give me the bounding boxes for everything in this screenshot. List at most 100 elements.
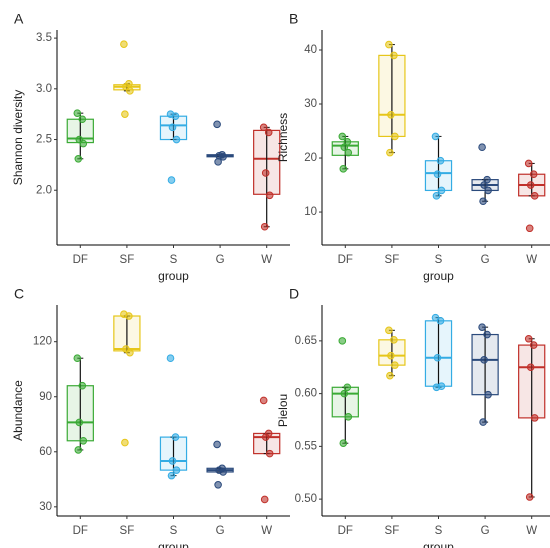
x-tick-label: S — [435, 525, 443, 537]
point — [166, 354, 175, 363]
point — [168, 457, 177, 465]
point — [219, 468, 227, 476]
y-tick-label: 30 — [39, 501, 52, 513]
x-tick-label: SF — [120, 254, 135, 266]
point — [479, 418, 487, 426]
point — [79, 436, 88, 445]
x-tick-label: DF — [73, 525, 88, 537]
x-tick-label: W — [261, 254, 272, 266]
y-tick-label: 0.55 — [295, 440, 317, 452]
x-tick-label: SF — [385, 525, 400, 537]
point — [168, 123, 177, 132]
point — [526, 181, 535, 189]
y-tick-label: 0.60 — [295, 388, 317, 400]
x-tick-label: S — [170, 525, 178, 537]
panel-label: A — [14, 11, 24, 27]
point — [480, 181, 488, 189]
panel: D Pielou group 0.50 0.55 0.60 0.65 DF SF S G W — [276, 286, 550, 548]
x-tick-label: G — [216, 254, 225, 266]
point — [78, 115, 87, 124]
x-tick-label: G — [481, 525, 490, 537]
point — [529, 170, 538, 179]
x-tick-label: W — [526, 525, 537, 537]
y-tick-label: 0.65 — [295, 335, 317, 347]
point — [478, 143, 486, 152]
point — [167, 471, 176, 480]
point — [213, 120, 221, 129]
point — [171, 112, 180, 121]
x-tick-label: SF — [120, 525, 135, 537]
point — [387, 111, 395, 119]
point — [478, 323, 486, 331]
point — [339, 165, 348, 173]
point — [264, 128, 273, 137]
point — [261, 169, 270, 177]
point — [391, 132, 399, 141]
point — [340, 389, 349, 398]
point — [171, 433, 180, 441]
point — [74, 446, 83, 454]
point — [121, 438, 129, 447]
point — [344, 413, 353, 421]
point — [343, 383, 352, 392]
point — [436, 317, 445, 325]
point — [126, 87, 134, 95]
point — [265, 191, 274, 200]
point — [73, 109, 82, 117]
y-tick-label: 20 — [304, 152, 317, 164]
point — [126, 348, 134, 357]
point — [386, 371, 394, 380]
point — [260, 495, 269, 504]
point — [524, 159, 533, 168]
point — [75, 418, 84, 427]
point — [121, 110, 129, 118]
point — [219, 152, 227, 161]
panel-label: D — [289, 286, 299, 302]
point — [340, 143, 349, 152]
x-tick-label: G — [481, 254, 490, 266]
point — [387, 351, 395, 360]
point — [484, 186, 492, 195]
point — [338, 337, 347, 345]
x-tick-label: DF — [73, 254, 88, 266]
point — [120, 40, 128, 48]
x-tick-label: DF — [338, 254, 353, 266]
panel-label: C — [14, 286, 24, 302]
point — [214, 158, 222, 166]
point — [484, 390, 492, 399]
point — [167, 176, 176, 184]
y-tick-label: 3.5 — [36, 32, 52, 44]
point — [338, 132, 347, 141]
point — [433, 353, 442, 362]
y-tick-label: 0.50 — [295, 493, 317, 505]
point — [265, 449, 274, 458]
point — [172, 135, 181, 144]
point — [259, 123, 268, 132]
y-axis-title: Pielou — [276, 394, 290, 427]
point — [390, 336, 398, 344]
x-tick-label: S — [170, 254, 178, 266]
point — [525, 493, 534, 501]
x-tick-label: W — [261, 525, 272, 537]
x-tick-label: SF — [385, 254, 400, 266]
point — [433, 170, 442, 179]
panel: B Richness group 10 20 30 40 DF SF S G W — [276, 11, 550, 283]
point — [436, 156, 445, 165]
x-tick-label: DF — [338, 525, 353, 537]
point — [73, 354, 82, 363]
point — [530, 414, 539, 422]
y-tick-label: 120 — [33, 336, 52, 348]
x-tick-label: G — [216, 525, 225, 537]
y-tick-label: 2.5 — [36, 134, 52, 146]
y-axis-title: Shannon diversity — [11, 90, 25, 185]
panel: C Abundance group 30 60 90 120 DF SF S G W — [11, 286, 290, 548]
point — [431, 132, 440, 141]
x-axis-title: group — [423, 269, 454, 283]
y-axis-title: Abundance — [11, 380, 25, 441]
point — [437, 186, 446, 195]
point — [390, 51, 398, 60]
point — [480, 356, 488, 364]
x-tick-label: S — [435, 254, 443, 266]
y-axis-title: Richness — [276, 113, 290, 162]
